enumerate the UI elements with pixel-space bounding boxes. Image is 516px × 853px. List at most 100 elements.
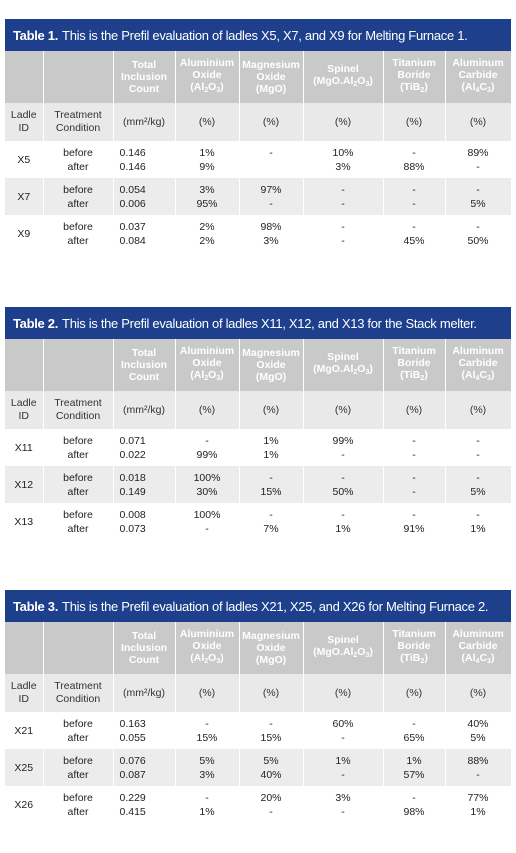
before-value: -: [205, 717, 209, 730]
before-value: 0.071: [119, 434, 146, 447]
column-header-spinel: Spinel (MgO.Al2O3): [303, 622, 384, 674]
cell-mgo: 98% 3%: [239, 215, 304, 252]
before-value: 1%: [199, 146, 215, 159]
before-value: -: [341, 471, 345, 484]
before-value: 2%: [199, 220, 215, 233]
before-value: 0.146: [119, 146, 146, 159]
column-header-count: Total Inclusion Count: [113, 51, 176, 103]
after-value: -: [205, 522, 209, 535]
after-value: 0.149: [119, 485, 146, 498]
before-value: 0.054: [119, 183, 146, 196]
cell-tib2: --: [383, 429, 446, 466]
after-value: 0.006: [119, 197, 146, 210]
table-title: Table 2. This is the Prefil evaluation of…: [5, 307, 511, 339]
after-value: 50%: [332, 485, 354, 498]
label-line: ID: [18, 693, 30, 705]
cell-count: 0.071 0.022: [113, 429, 176, 466]
after-value: -: [341, 197, 345, 210]
before-value: 5%: [199, 754, 215, 767]
count-unit: (mm²/kg): [113, 391, 176, 429]
after-value: after: [67, 522, 89, 535]
header-row: Total Inclusion Count Aluminium Oxide (Al2O3)…: [5, 51, 512, 103]
table-row: X9 before after 0.037 0.084 2% 2% 98% 3% - - -45% -5…: [5, 215, 512, 252]
column-header-line: (MgO): [255, 83, 287, 95]
before-value: 0.076: [119, 754, 146, 767]
percent-unit: (%): [303, 391, 384, 429]
after-value: -: [269, 197, 273, 210]
before-value: 0.008: [119, 508, 146, 521]
column-header-al4c3: Aluminum Carbide (Al4C3): [445, 339, 512, 391]
after-value: 0.073: [119, 522, 146, 535]
after-value: after: [67, 805, 89, 818]
column-header-line: Spinel: [327, 634, 359, 646]
column-header-al2o3: Aluminium Oxide (Al2O3): [175, 622, 240, 674]
cell-al2o3: 100% -: [175, 503, 240, 540]
percent-unit: (%): [239, 103, 304, 141]
after-value: 45%: [403, 234, 425, 247]
column-header-line: Aluminum: [452, 57, 504, 69]
column-header-al2o3: Aluminium Oxide (Al2O3): [175, 51, 240, 103]
before-value: -: [412, 220, 416, 233]
cell-cond: before after: [43, 712, 114, 749]
ladle-id: X11: [5, 429, 44, 466]
cell-tib2: --: [383, 466, 446, 503]
cell-tib2: -45%: [383, 215, 446, 252]
after-value: after: [67, 234, 89, 247]
before-value: 3%: [335, 791, 351, 804]
units-row: Ladle ID Treatment Condition (mm²/kg) (%) (%)(…: [5, 674, 512, 712]
percent-unit: (%): [303, 674, 384, 712]
after-value: -: [476, 160, 480, 173]
column-header-line: (MgO.Al2O3): [313, 363, 373, 376]
column-header-line: Count: [128, 371, 160, 383]
before-value: -: [412, 717, 416, 730]
cell-spinel: 10% 3%: [303, 141, 384, 178]
before-value: -: [412, 471, 416, 484]
after-value: after: [67, 448, 89, 461]
table-title: Table 3. This is the Prefil evaluation of…: [5, 590, 511, 622]
header-row: Total Inclusion Count Aluminium Oxide (Al2O3)…: [5, 339, 512, 391]
ladle-id-label: Ladle ID: [5, 674, 44, 712]
blank-header-cell: [43, 622, 114, 674]
cell-mgo: 20% -: [239, 786, 304, 823]
ladle-id: X26: [5, 786, 44, 823]
cell-count: 0.163 0.055: [113, 712, 176, 749]
before-value: 10%: [332, 146, 354, 159]
count-unit: (mm²/kg): [113, 674, 176, 712]
after-value: -: [341, 805, 345, 818]
table-title: Table 1. This is the Prefil evaluation of…: [5, 19, 511, 51]
ladle-id: X9: [5, 215, 44, 252]
after-value: 50%: [467, 234, 489, 247]
after-value: 30%: [196, 485, 218, 498]
label-line: Treatment: [54, 109, 102, 121]
after-value: -: [269, 805, 273, 818]
cell-tib2: -88%: [383, 141, 446, 178]
ladle-id-label: Ladle ID: [5, 391, 44, 429]
column-header-line: (Al2O3): [190, 652, 224, 665]
column-header-line: (TiB2): [400, 81, 428, 94]
column-header-line: (TiB2): [400, 652, 428, 665]
cell-al4c3: -50%: [445, 215, 512, 252]
percent-unit: (%): [175, 103, 240, 141]
data-table: Total Inclusion Count Aluminium Oxide (Al2O3)…: [5, 339, 512, 540]
cell-al2o3: -1%: [175, 786, 240, 823]
column-header-line: (MgO): [255, 371, 287, 383]
table-number: Table 3.: [13, 598, 59, 614]
column-header-line: Carbide: [458, 640, 498, 652]
cell-tib2: -91%: [383, 503, 446, 540]
after-value: 1%: [470, 805, 486, 818]
ladle-id: X7: [5, 178, 44, 215]
before-value: -: [476, 183, 480, 196]
column-header-line: Oxide: [192, 640, 222, 652]
percent-unit: (%): [383, 103, 446, 141]
ladle-id: X13: [5, 503, 44, 540]
before-value: -: [269, 508, 273, 521]
column-header-mgo: Magnesium Oxide (MgO): [239, 339, 304, 391]
cell-al2o3: 5% 3%: [175, 749, 240, 786]
blank-header-cell: [5, 51, 44, 103]
ladle-id-label: Ladle ID: [5, 103, 44, 141]
table-caption: This is the Prefil evaluation of ladles …: [62, 598, 489, 614]
cell-al2o3: 100% 30%: [175, 466, 240, 503]
before-value: before: [63, 791, 93, 804]
cell-al2o3: -99%: [175, 429, 240, 466]
cell-count: 0.037 0.084: [113, 215, 176, 252]
